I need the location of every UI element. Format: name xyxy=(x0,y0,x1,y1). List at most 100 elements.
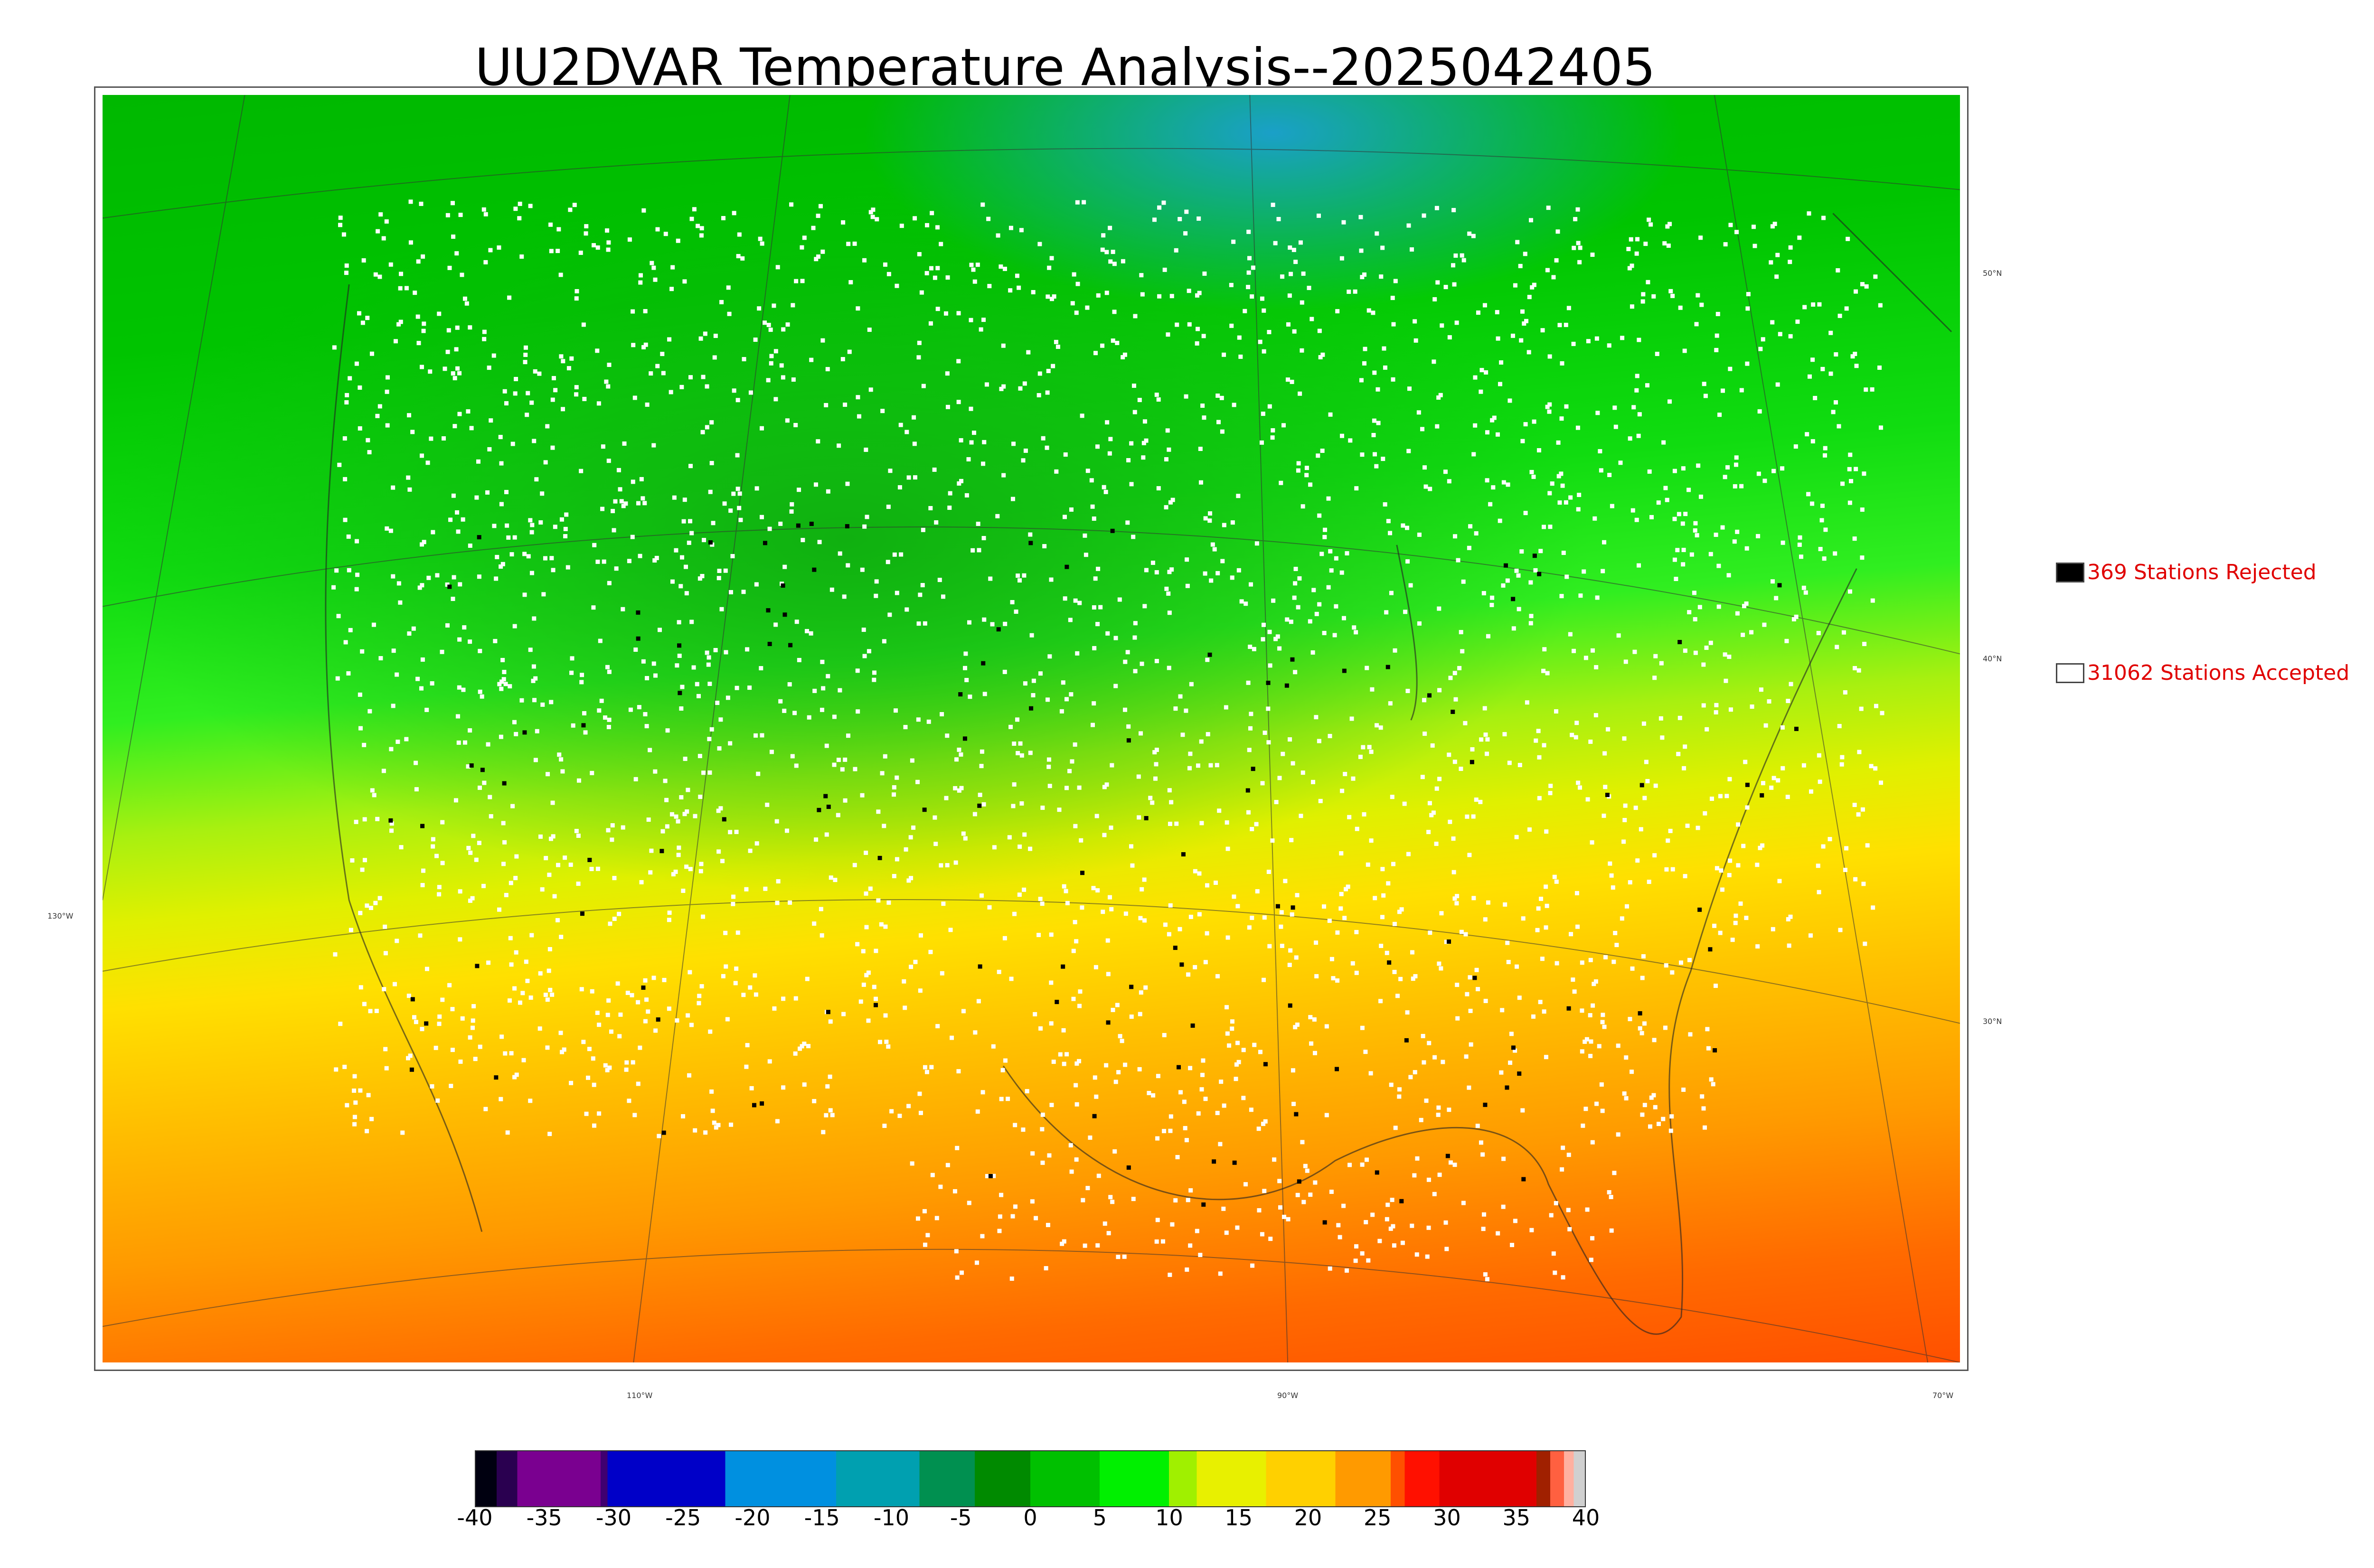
station-marker xyxy=(956,400,961,404)
station-marker xyxy=(928,321,933,326)
station-marker xyxy=(1224,705,1228,710)
station-marker xyxy=(1547,402,1552,407)
station-marker xyxy=(1188,914,1193,919)
station-marker xyxy=(1482,303,1487,308)
station-marker xyxy=(1372,370,1377,375)
station-marker xyxy=(385,526,389,531)
station-marker xyxy=(1126,458,1131,462)
station-marker xyxy=(1291,761,1295,766)
station-marker xyxy=(802,1042,807,1046)
station-marker xyxy=(450,201,455,206)
station-marker xyxy=(578,250,583,255)
station-marker xyxy=(1661,1117,1666,1121)
station-marker xyxy=(1749,630,1754,635)
station-marker xyxy=(1423,732,1427,736)
station-marker xyxy=(611,509,615,514)
station-marker xyxy=(1536,729,1541,733)
station-marker xyxy=(663,232,668,236)
rejected-station-marker xyxy=(420,824,425,828)
station-marker xyxy=(852,241,857,246)
station-marker xyxy=(1277,1179,1282,1183)
station-marker xyxy=(525,413,529,417)
station-marker xyxy=(1492,415,1497,420)
station-marker xyxy=(860,793,865,798)
station-marker xyxy=(1735,611,1740,616)
station-marker xyxy=(1479,389,1483,394)
station-marker xyxy=(735,930,740,935)
station-marker xyxy=(1425,1254,1430,1259)
station-marker xyxy=(1837,724,1842,729)
station-marker xyxy=(698,869,703,873)
station-marker xyxy=(1375,723,1379,728)
station-marker xyxy=(1013,1204,1017,1209)
station-marker xyxy=(1184,1138,1189,1143)
station-marker xyxy=(1046,757,1051,762)
station-marker xyxy=(1104,291,1109,295)
station-marker xyxy=(1168,1128,1173,1133)
station-marker xyxy=(977,548,981,553)
station-marker xyxy=(1195,293,1199,298)
rejected-station-marker xyxy=(1212,1159,1216,1164)
rejected-station-marker xyxy=(410,997,415,1002)
station-marker xyxy=(882,1124,887,1128)
station-marker xyxy=(925,1233,930,1238)
station-marker xyxy=(437,1022,442,1026)
station-marker xyxy=(1295,1023,1300,1027)
station-marker xyxy=(805,629,810,633)
station-marker xyxy=(1844,846,1849,851)
station-marker xyxy=(1557,500,1562,505)
station-marker xyxy=(1096,1174,1101,1178)
station-marker xyxy=(1588,739,1593,744)
station-marker xyxy=(1626,247,1631,252)
station-marker xyxy=(1718,794,1723,798)
station-marker xyxy=(1437,688,1442,693)
station-marker xyxy=(1261,412,1265,416)
station-marker xyxy=(1506,482,1510,487)
station-marker xyxy=(360,867,365,872)
station-marker xyxy=(545,1045,550,1050)
station-marker xyxy=(1109,907,1114,911)
station-marker xyxy=(1010,1214,1015,1219)
station-marker xyxy=(689,216,694,221)
station-marker xyxy=(538,971,543,976)
station-marker xyxy=(1351,776,1356,781)
station-marker xyxy=(925,223,930,227)
station-marker xyxy=(1847,467,1852,471)
station-marker xyxy=(354,361,359,366)
station-marker xyxy=(699,226,704,231)
station-marker xyxy=(1305,1168,1309,1173)
station-marker xyxy=(1776,778,1780,783)
station-marker xyxy=(950,1035,954,1040)
station-marker xyxy=(1108,1195,1113,1200)
station-marker xyxy=(452,424,457,429)
station-marker xyxy=(738,517,743,522)
station-marker xyxy=(1052,294,1056,299)
station-marker xyxy=(526,391,530,395)
station-marker xyxy=(1514,835,1519,839)
rejected-station-marker xyxy=(1291,905,1295,910)
station-marker xyxy=(533,676,538,681)
station-marker xyxy=(493,638,498,643)
station-marker xyxy=(1568,632,1573,637)
station-marker xyxy=(688,519,692,524)
station-marker xyxy=(882,639,886,644)
station-marker xyxy=(1220,429,1225,434)
station-marker xyxy=(1262,308,1266,313)
station-marker xyxy=(1314,715,1319,720)
station-marker xyxy=(498,435,503,440)
station-marker xyxy=(802,235,807,240)
station-marker xyxy=(417,585,422,590)
station-marker xyxy=(906,475,911,480)
station-marker xyxy=(1163,922,1168,927)
station-marker xyxy=(1133,621,1138,626)
station-marker xyxy=(1273,241,1278,245)
station-marker xyxy=(525,978,530,983)
station-marker xyxy=(945,1163,950,1167)
station-marker xyxy=(828,1074,832,1079)
station-marker xyxy=(707,770,712,775)
rejected-station-marker xyxy=(656,1017,660,1022)
station-marker xyxy=(1860,282,1865,287)
rejected-station-marker xyxy=(1173,946,1178,950)
station-marker xyxy=(1322,535,1327,539)
station-marker xyxy=(1125,650,1130,655)
